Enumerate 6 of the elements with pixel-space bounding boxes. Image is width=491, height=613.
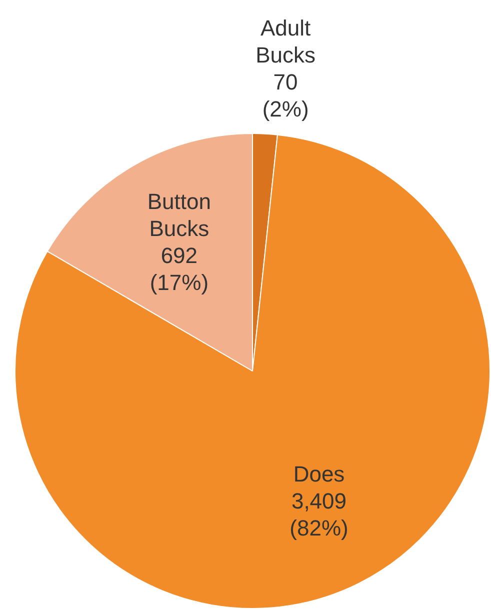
- slice-label: Adult Bucks: [256, 15, 316, 68]
- slice-label: Button Bucks: [147, 188, 211, 241]
- data-label: 70 (2%): [262, 69, 309, 122]
- data-label: 692 (17%): [150, 242, 209, 295]
- data-label: 3,409 (82%): [290, 488, 348, 540]
- slice-label: Does: [293, 461, 345, 486]
